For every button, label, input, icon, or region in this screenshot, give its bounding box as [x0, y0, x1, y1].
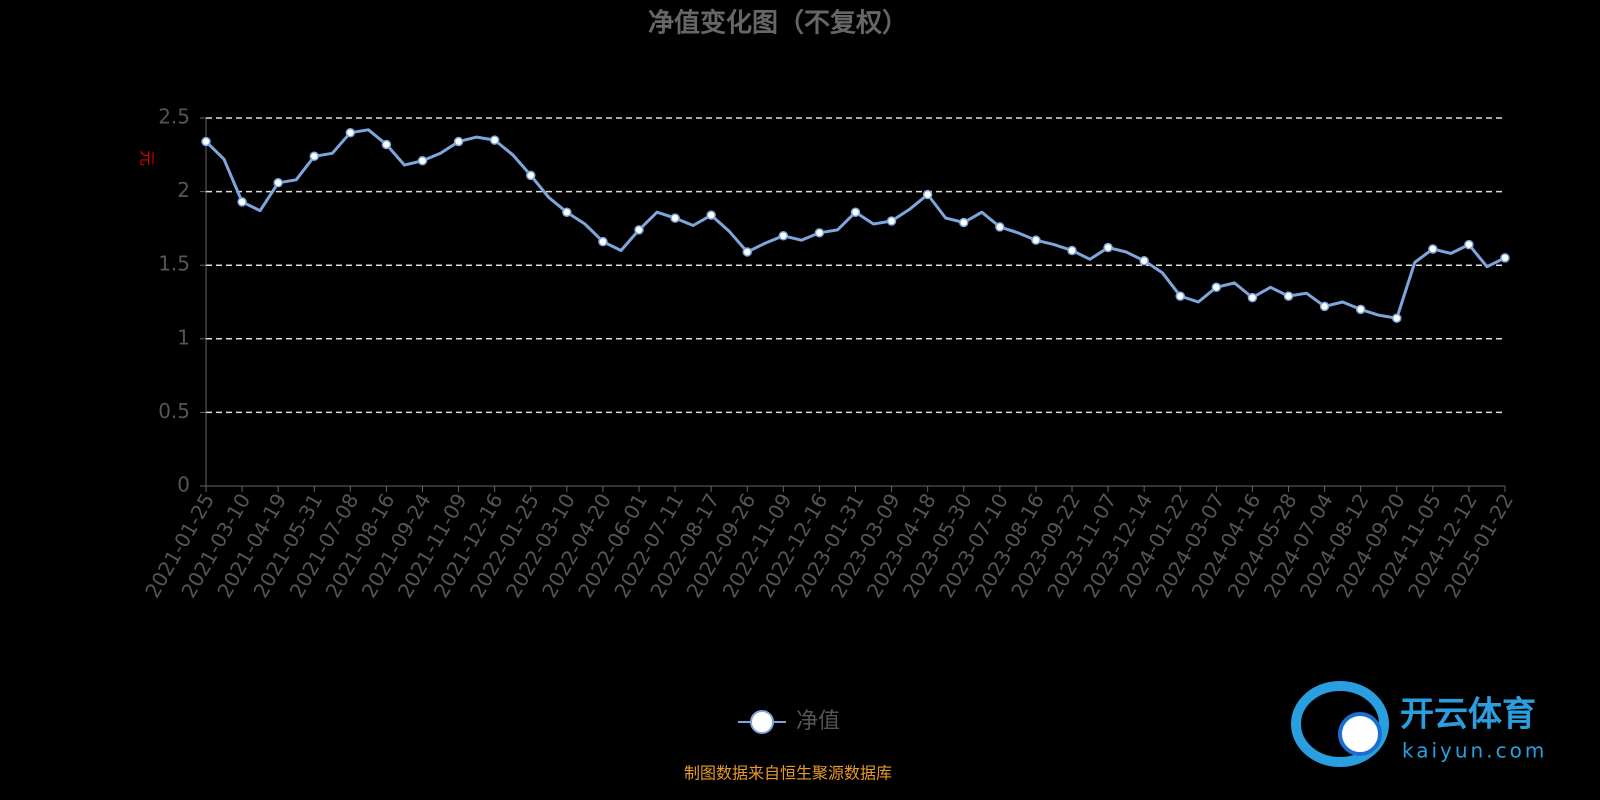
point-marker [1067, 245, 1077, 256]
point-marker [1031, 235, 1041, 245]
point-marker [1247, 292, 1258, 303]
point-marker [959, 217, 969, 228]
point-marker [1175, 291, 1185, 301]
point-marker [850, 207, 861, 217]
point-marker [453, 136, 464, 147]
y-axis-label: 元 [138, 150, 157, 166]
point-marker [381, 139, 392, 150]
y-tick-label: 1.5 [158, 252, 190, 276]
point-marker [309, 151, 319, 162]
legend-label: 净值 [796, 709, 840, 734]
point-marker [417, 155, 428, 166]
chart-title: 净值变化图（不复权） [648, 8, 908, 39]
point-marker [995, 222, 1005, 232]
point-marker [886, 216, 897, 226]
point-marker [1319, 301, 1330, 312]
y-tick-label: 2 [177, 178, 190, 202]
y-tick-label: 1 [177, 325, 190, 349]
point-marker [1283, 291, 1294, 301]
point-marker [1428, 244, 1438, 254]
point-marker [778, 231, 789, 241]
legend-marker [750, 710, 774, 734]
point-marker [1464, 239, 1474, 250]
point-marker [1392, 313, 1402, 323]
point-marker [1500, 253, 1510, 263]
point-marker [1139, 256, 1149, 266]
point-marker [598, 236, 608, 247]
watermark-url: kaiyun.com [1402, 739, 1547, 763]
point-marker [201, 136, 211, 147]
point-marker [742, 247, 752, 257]
point-marker [273, 178, 283, 188]
point-marker [1355, 304, 1366, 315]
point-marker [562, 207, 572, 217]
point-marker [814, 228, 825, 238]
y-tick-label: 0.5 [158, 399, 190, 423]
y-tick-label: 2.5 [158, 105, 190, 129]
point-marker [670, 213, 680, 223]
point-marker [345, 127, 356, 138]
point-marker [634, 225, 644, 235]
logo-ring [1291, 681, 1389, 767]
watermark-name: 开云体育 [1400, 695, 1536, 735]
point-marker [237, 197, 247, 207]
point-marker [526, 170, 536, 181]
point-marker [706, 210, 716, 220]
point-marker [489, 135, 500, 145]
logo-ball [1338, 712, 1382, 756]
watermark: 开云体育 kaiyun.com [1291, 681, 1547, 767]
point-marker [1103, 242, 1113, 253]
y-tick-label: 0 [177, 473, 190, 497]
point-marker [1211, 282, 1222, 293]
source-note: 制图数据来自恒生聚源数据库 [684, 764, 892, 783]
point-marker [922, 189, 933, 200]
